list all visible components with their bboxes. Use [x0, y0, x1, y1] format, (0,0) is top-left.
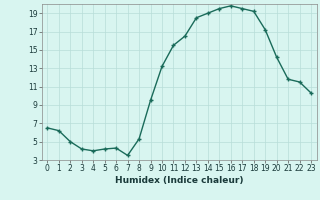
- X-axis label: Humidex (Indice chaleur): Humidex (Indice chaleur): [115, 176, 244, 185]
